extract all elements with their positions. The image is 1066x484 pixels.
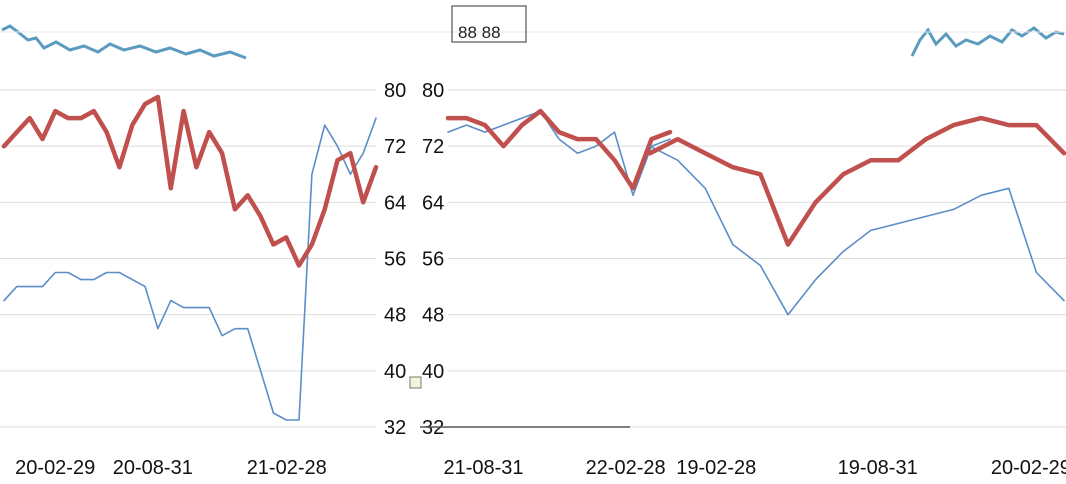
x-tick-label: 20-02-29 — [991, 457, 1066, 479]
y-tick-label: 48 — [422, 305, 444, 327]
series-line-blue — [3, 117, 377, 421]
y-tick-label: 48 — [384, 305, 406, 327]
small-marker-icon — [409, 376, 422, 389]
chart-panel-right: 19-02-28 19-08-31 20-02-29 — [647, 115, 1066, 479]
y-tick-label: 64 — [422, 192, 444, 214]
x-tick-label: 20-08-31 — [113, 457, 193, 479]
y-tick-label: 80 — [384, 80, 406, 102]
y-tick-label: 40 — [422, 361, 444, 383]
x-tick-label: 19-02-28 — [676, 457, 756, 479]
y-tick-label: 32 — [384, 417, 406, 439]
y-tick-label: 72 — [384, 136, 406, 158]
teal-strip-right — [910, 26, 1065, 57]
y-tick-label: 40 — [384, 361, 406, 383]
series-line-blue — [649, 145, 1065, 316]
x-tick-label: 20-02-29 — [15, 457, 95, 479]
y-tick-label: 64 — [384, 192, 406, 214]
header-box — [451, 5, 527, 43]
x-tick-label: 21-02-28 — [247, 457, 327, 479]
y-tick-label: 72 — [422, 136, 444, 158]
x-tick-label: 21-08-31 — [443, 457, 523, 479]
y-tick-label: 80 — [422, 80, 444, 102]
x-tick-label: 22-02-28 — [586, 457, 666, 479]
header-strip: 88 88 — [0, 5, 1066, 60]
y-tick-label: 32 — [422, 417, 444, 439]
y-tick-label: 56 — [384, 249, 406, 271]
chart-panel-middle: 80 72 64 56 48 40 32 21-08-31 22-02-28 — [422, 80, 1066, 479]
series-line-blue — [447, 110, 671, 197]
chart-panel-left: 80 72 64 56 48 40 32 20-02-29 20-08-31 21-02-28 — [0, 80, 406, 479]
series-line-red — [647, 115, 1066, 247]
series-line-red — [1, 94, 379, 268]
y-tick-label: 56 — [422, 249, 444, 271]
x-tick-label: 19-08-31 — [838, 457, 918, 479]
series-line-red — [445, 108, 673, 191]
header-label: 88 88 — [458, 23, 501, 42]
teal-strip-left — [1, 24, 247, 60]
